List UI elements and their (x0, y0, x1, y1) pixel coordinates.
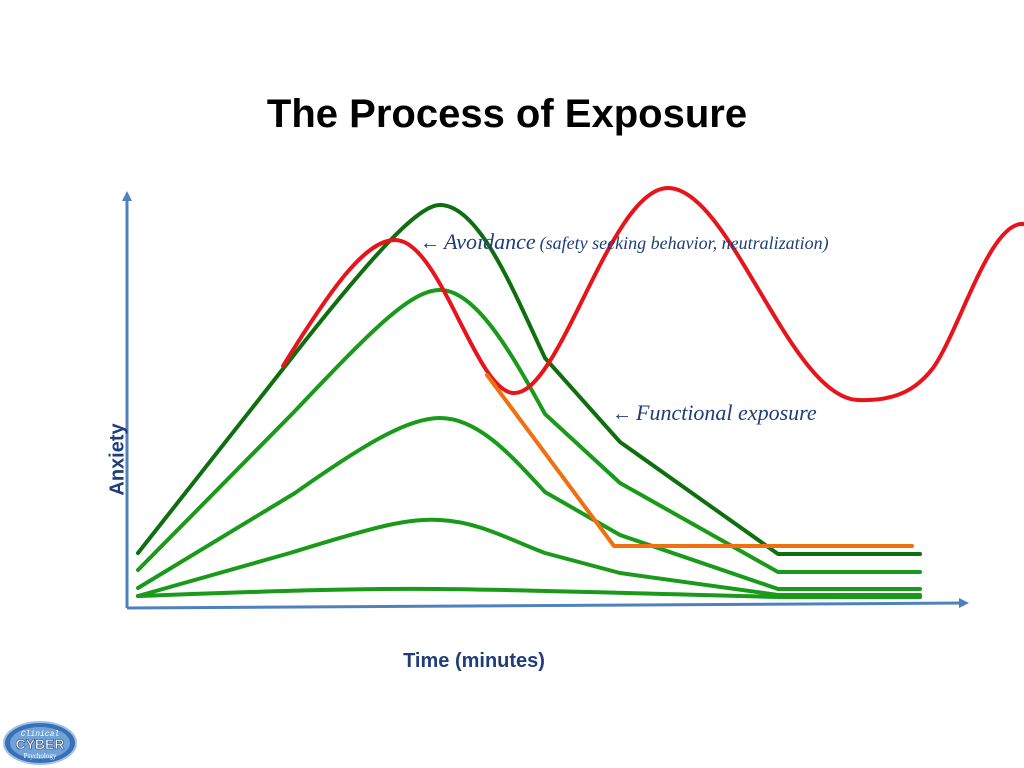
curve-flat (136, 586, 922, 599)
logo-line3: Psychology (24, 752, 57, 760)
curve-low (136, 517, 922, 598)
functional-exposure-label: Functional exposure (636, 400, 817, 425)
curve-mid-low (136, 416, 922, 591)
clinical-cyber-psychology-logo: Clinical CYBER Psychology (3, 721, 77, 765)
logo-line2: CYBER (15, 736, 64, 752)
curve-avoidance (281, 186, 1024, 403)
avoidance-label: Avoidance (444, 229, 536, 254)
curve-high (136, 203, 922, 556)
curve-functional-exposure (485, 373, 914, 548)
y-axis-label: Anxiety (106, 423, 129, 496)
page-title: The Process of Exposure (266, 92, 748, 136)
x-axis-label: Time (minutes) (403, 650, 545, 672)
left-arrow-icon: ← (420, 232, 440, 254)
avoidance-detail: (safety seeking behavior, neutralization… (539, 233, 829, 253)
logo-line1: Clinical (21, 730, 60, 739)
left-arrow-icon: ← (612, 403, 632, 425)
functional-exposure-annotation: ← Functional exposure (612, 400, 817, 426)
avoidance-annotation: ← Avoidance (safety seeking behavior, ne… (420, 229, 829, 255)
x-axis (126, 598, 969, 610)
